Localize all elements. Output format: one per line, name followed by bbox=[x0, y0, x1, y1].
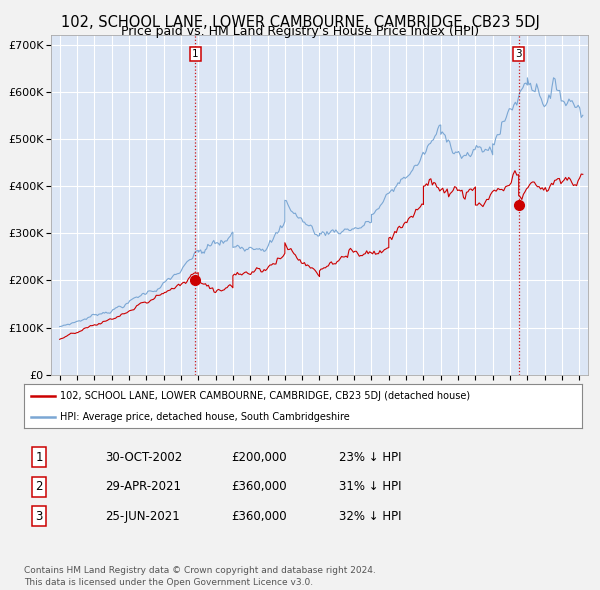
Text: 25-JUN-2021: 25-JUN-2021 bbox=[105, 510, 180, 523]
Text: 1: 1 bbox=[192, 49, 199, 59]
Text: 29-APR-2021: 29-APR-2021 bbox=[105, 480, 181, 493]
Text: 2: 2 bbox=[35, 480, 43, 493]
Text: 30-OCT-2002: 30-OCT-2002 bbox=[105, 451, 182, 464]
Text: 102, SCHOOL LANE, LOWER CAMBOURNE, CAMBRIDGE, CB23 5DJ: 102, SCHOOL LANE, LOWER CAMBOURNE, CAMBR… bbox=[61, 15, 539, 30]
Text: £200,000: £200,000 bbox=[231, 451, 287, 464]
Text: HPI: Average price, detached house, South Cambridgeshire: HPI: Average price, detached house, Sout… bbox=[60, 412, 350, 422]
Text: £360,000: £360,000 bbox=[231, 480, 287, 493]
Text: Price paid vs. HM Land Registry's House Price Index (HPI): Price paid vs. HM Land Registry's House … bbox=[121, 25, 479, 38]
Text: 23% ↓ HPI: 23% ↓ HPI bbox=[339, 451, 401, 464]
Text: 1: 1 bbox=[35, 451, 43, 464]
Text: 3: 3 bbox=[35, 510, 43, 523]
Text: 102, SCHOOL LANE, LOWER CAMBOURNE, CAMBRIDGE, CB23 5DJ (detached house): 102, SCHOOL LANE, LOWER CAMBOURNE, CAMBR… bbox=[60, 391, 470, 401]
Text: 31% ↓ HPI: 31% ↓ HPI bbox=[339, 480, 401, 493]
Text: £360,000: £360,000 bbox=[231, 510, 287, 523]
Text: 32% ↓ HPI: 32% ↓ HPI bbox=[339, 510, 401, 523]
Text: 3: 3 bbox=[515, 49, 522, 59]
Text: Contains HM Land Registry data © Crown copyright and database right 2024.
This d: Contains HM Land Registry data © Crown c… bbox=[24, 566, 376, 587]
